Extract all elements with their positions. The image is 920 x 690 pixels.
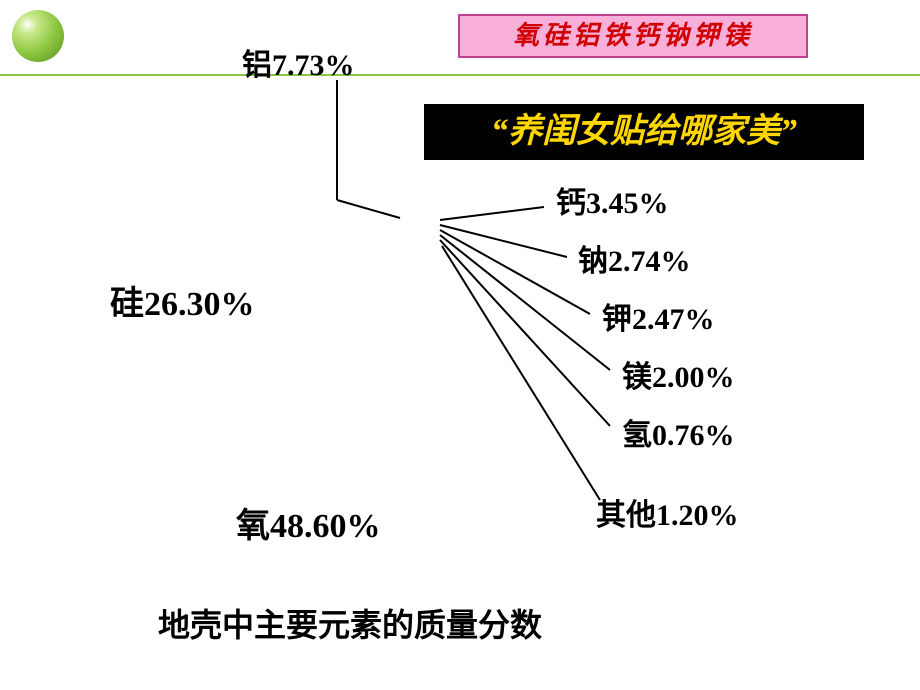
label-al: 铝7.73% — [242, 40, 355, 84]
chart-caption: 地壳中主要元素的质量分数 — [158, 600, 542, 646]
divider — [0, 74, 920, 76]
label-other: 其他1.20% — [596, 490, 739, 534]
bullet-icon — [12, 10, 64, 62]
label-ca: 钙3.45% — [556, 178, 669, 222]
label-si: 硅26.30% — [110, 276, 255, 325]
mnemonic-phrase-box: “养闺女贴给哪家美” — [424, 104, 864, 160]
label-na: 钠2.74% — [578, 236, 691, 280]
label-o: 氧48.60% — [236, 498, 381, 547]
label-k: 钾2.47% — [602, 294, 715, 338]
label-mg: 镁2.00% — [622, 352, 735, 396]
mnemonic-elements-box: 氧硅铝铁钙钠钾镁 — [458, 14, 808, 58]
label-h: 氢0.76% — [622, 410, 735, 454]
